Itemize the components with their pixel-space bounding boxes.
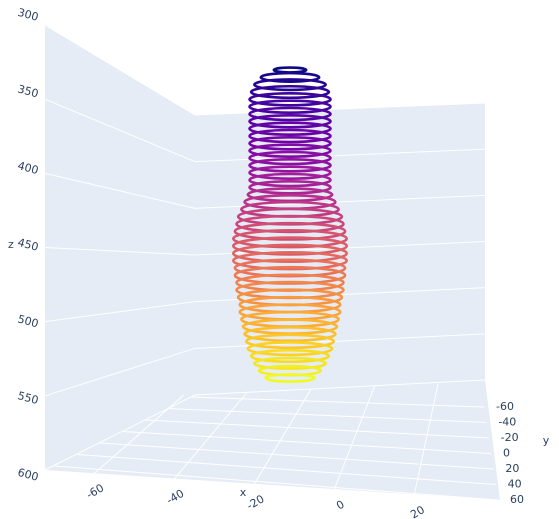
- y-tick-label: 40: [508, 478, 522, 491]
- x-tick-label: -20: [244, 492, 266, 512]
- ring: [248, 165, 332, 180]
- y-tick-label: -40: [498, 416, 516, 429]
- ring: [248, 143, 332, 158]
- ring: [235, 214, 345, 234]
- ring: [233, 265, 347, 285]
- y-tick-label: 60: [510, 493, 524, 506]
- x-axis-label: x: [240, 486, 247, 499]
- x-grid-line: [253, 389, 312, 486]
- ring: [232, 243, 349, 264]
- x-grid-line: [172, 391, 248, 481]
- z-tick-label: 550: [16, 389, 40, 407]
- x-grid-line: [413, 383, 439, 497]
- z-tick-label: 600: [16, 466, 40, 484]
- y-grid-line: [122, 431, 492, 454]
- z-tick-label: 300: [16, 6, 40, 24]
- y-grid-line: [77, 454, 496, 485]
- y-tick-label: -20: [501, 431, 519, 444]
- ring: [272, 66, 308, 74]
- z-tick-label: 400: [16, 159, 40, 177]
- ring: [253, 356, 327, 370]
- grid: [44, 24, 499, 501]
- ring: [248, 128, 332, 144]
- ring: [243, 325, 337, 343]
- y-tick-label: -60: [496, 400, 514, 413]
- z-grid-line: [44, 241, 486, 256]
- ring: [248, 150, 332, 166]
- z-tick-label: 450: [16, 236, 40, 254]
- x-tick-label: 0: [334, 498, 347, 513]
- left-wall: [45, 25, 195, 470]
- z-grid-line: [44, 287, 486, 323]
- ring: [249, 84, 331, 100]
- rings: [232, 66, 349, 383]
- ring: [248, 121, 332, 136]
- ring: [264, 373, 316, 383]
- y-axis-label: y: [543, 434, 550, 447]
- y-grid-line: [167, 408, 487, 423]
- ring: [244, 333, 336, 350]
- y-grid-line: [99, 442, 494, 470]
- z-grid-line: [44, 379, 486, 471]
- z-grid-line: [44, 98, 486, 163]
- y-grid-line: [54, 465, 499, 501]
- x-tick-label: -60: [84, 481, 106, 501]
- z-tick-label: 350: [16, 82, 40, 100]
- y-grid-line: [189, 396, 485, 408]
- x-tick-label: 20: [408, 503, 427, 519]
- ring: [232, 236, 349, 256]
- ring: [233, 221, 347, 241]
- ring: [248, 114, 332, 129]
- ring: [232, 228, 349, 249]
- z-grid-line: [44, 172, 486, 209]
- ring: [253, 78, 327, 92]
- z-tick-label: 500: [16, 312, 40, 330]
- ring: [249, 348, 331, 364]
- ring: [248, 99, 332, 114]
- ring: [248, 92, 332, 107]
- ring: [248, 172, 332, 188]
- ring: [248, 158, 332, 173]
- ring: [248, 136, 332, 151]
- ring: [246, 341, 334, 357]
- z-grid-line: [44, 333, 486, 397]
- z-axis-label: z: [8, 238, 14, 251]
- ring: [248, 106, 332, 122]
- y-tick-label: 20: [505, 462, 519, 475]
- x-tick-label: -40: [164, 487, 186, 507]
- ring: [259, 71, 321, 83]
- y-tick-label: 0: [503, 447, 510, 460]
- ring: [233, 258, 347, 278]
- ring: [232, 250, 349, 271]
- z-grid-line: [44, 24, 486, 116]
- ring: [248, 180, 332, 195]
- y-grid-line: [144, 419, 489, 439]
